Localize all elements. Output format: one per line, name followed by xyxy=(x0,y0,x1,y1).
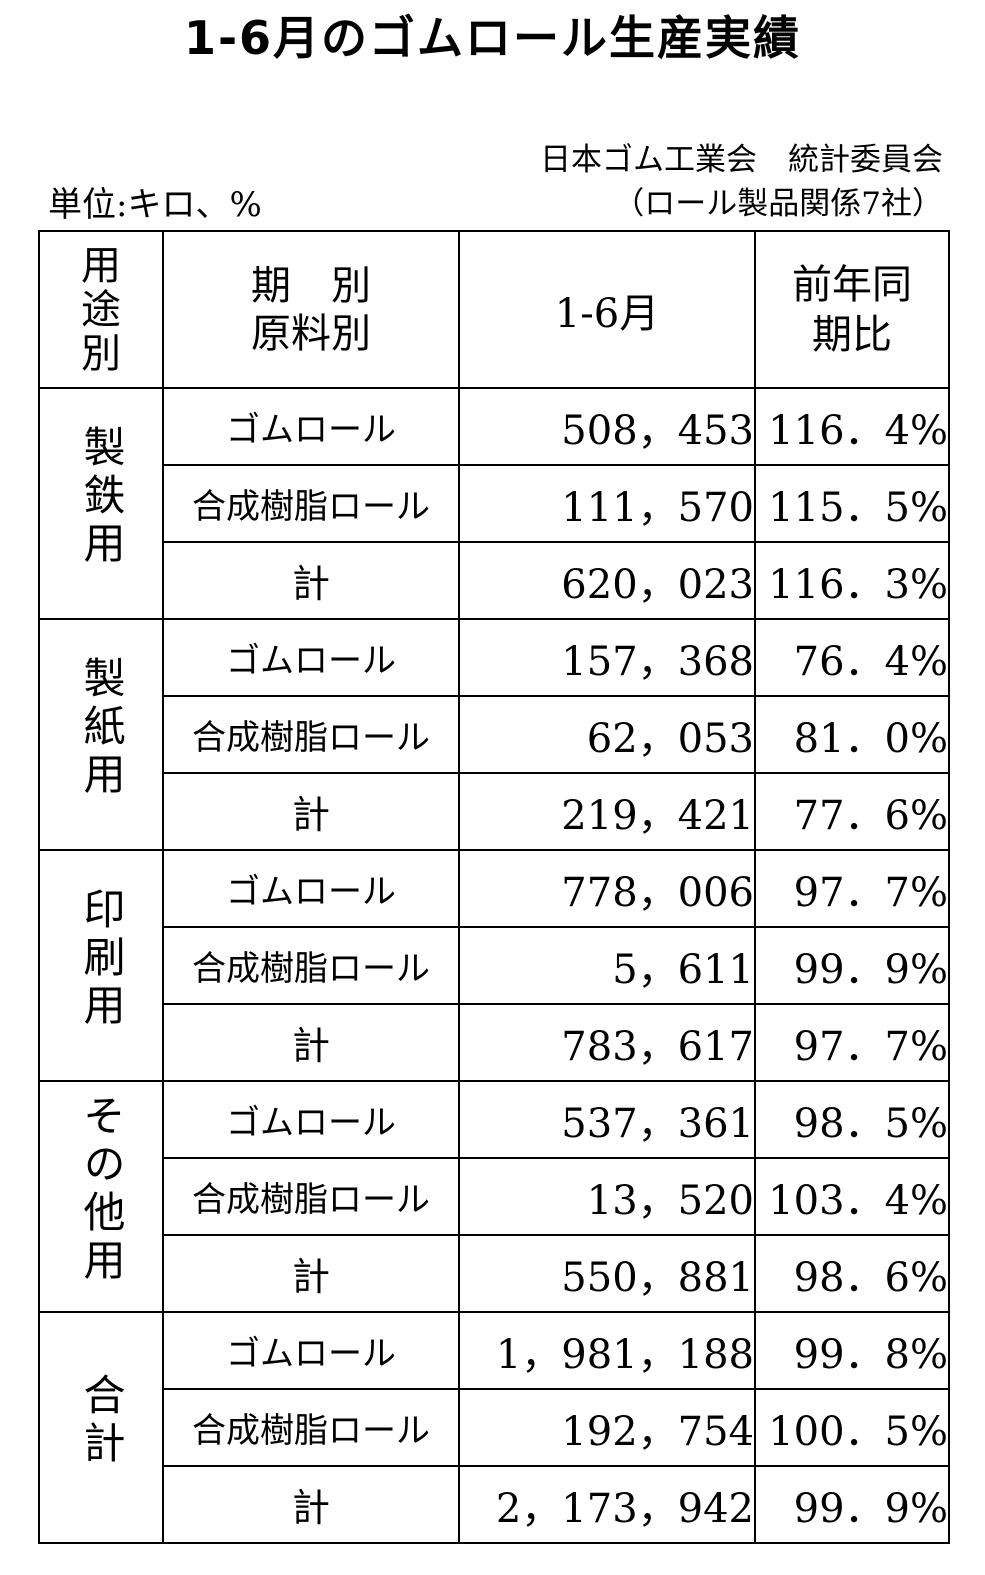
use-category-cell: 製紙用 xyxy=(38,618,164,851)
value-cell: 192，754 xyxy=(458,1388,756,1467)
table-row: 合成樹脂ロール 13，520 103．4% xyxy=(39,1157,950,1236)
ratio-cell: 116．3% xyxy=(754,541,950,620)
value-cell: 111，570 xyxy=(458,464,756,543)
members-note: （ロール製品関係7社） xyxy=(613,186,943,222)
unit-label: 単位:キロ、% xyxy=(48,185,262,225)
material-cell: ゴムロール xyxy=(162,387,460,466)
ratio-cell: 103．4% xyxy=(754,1157,950,1236)
material-cell: 計 xyxy=(162,772,460,851)
ratio-cell: 81．0% xyxy=(754,695,950,774)
material-cell: ゴムロール xyxy=(162,849,460,928)
page-title: 1-6月のゴムロール生産実績 xyxy=(183,11,802,65)
ratio-cell: 97．7% xyxy=(754,1003,950,1082)
table-row: 合成樹脂ロール 111，570 115．5% xyxy=(39,464,950,543)
header-ratio: 前年同 期比 xyxy=(754,230,950,389)
use-category-label: 合計 xyxy=(77,1372,126,1469)
value-cell: 5，611 xyxy=(458,926,756,1005)
table-row: 計 783，617 97．7% xyxy=(39,1003,950,1082)
material-cell: ゴムロール xyxy=(162,1080,460,1159)
header-use: 用 途 別 xyxy=(38,230,164,389)
material-cell: 合成樹脂ロール xyxy=(162,1388,460,1467)
use-category-label: 製鉄用 xyxy=(77,424,126,569)
value-cell: 1，981，188 xyxy=(458,1311,756,1390)
material-cell: 計 xyxy=(162,541,460,620)
table-row: 製紙用 ゴムロール 157，368 76．4% xyxy=(38,618,950,851)
material-cell: ゴムロール xyxy=(162,618,460,697)
ratio-cell: 98．6% xyxy=(754,1234,950,1313)
table-row: 合計 ゴムロール 1，981，188 99．8% xyxy=(38,1311,950,1544)
table-row: 計 219，421 77．6% xyxy=(39,772,950,851)
header-period: 1-6月 xyxy=(458,230,756,389)
value-cell: 157，368 xyxy=(458,618,756,697)
table-row: その他用 ゴムロール 537，361 98．5% xyxy=(38,1080,950,1313)
ratio-cell: 98．5% xyxy=(754,1080,950,1159)
table-row: 計 2，173，942 99．9% xyxy=(39,1465,950,1544)
ratio-cell: 99．9% xyxy=(754,1465,950,1544)
use-category-cell: 製鉄用 xyxy=(38,387,164,620)
value-cell: 508，453 xyxy=(458,387,756,466)
use-category-label: その他用 xyxy=(77,1093,126,1286)
table-row: 合成樹脂ロール 62，053 81．0% xyxy=(39,695,950,774)
material-cell: 合成樹脂ロール xyxy=(162,1157,460,1236)
value-cell: 62，053 xyxy=(458,695,756,774)
production-table: 用 途 別 期 別 原料別 1-6月 前年同 期比 製鉄用 ゴムロール 508，45… xyxy=(38,230,950,1544)
value-cell: 783，617 xyxy=(458,1003,756,1082)
value-cell: 620，023 xyxy=(458,541,756,620)
table-header-row: 用 途 別 期 別 原料別 1-6月 前年同 期比 xyxy=(38,230,950,389)
value-cell: 537，361 xyxy=(458,1080,756,1159)
material-cell: 合成樹脂ロール xyxy=(162,926,460,1005)
table-row: 合成樹脂ロール 5，611 99．9% xyxy=(39,926,950,1005)
ratio-cell: 76．4% xyxy=(754,618,950,697)
ratio-cell: 116．4% xyxy=(754,387,950,466)
ratio-cell: 77．6% xyxy=(754,772,950,851)
ratio-cell: 115．5% xyxy=(754,464,950,543)
value-cell: 2，173，942 xyxy=(458,1465,756,1544)
value-cell: 550，881 xyxy=(458,1234,756,1313)
ratio-cell: 99．8% xyxy=(754,1311,950,1390)
use-category-label: 印刷用 xyxy=(77,886,126,1031)
ratio-cell: 97．7% xyxy=(754,849,950,928)
material-cell: 計 xyxy=(162,1234,460,1313)
material-cell: 計 xyxy=(162,1003,460,1082)
table-body: 製鉄用 ゴムロール 508，453 116．4% 合成樹脂ロール 111，570 115．5… xyxy=(38,387,950,1544)
table-row: 計 620，023 116．3% xyxy=(39,541,950,620)
table-row: 計 550，881 98．6% xyxy=(39,1234,950,1313)
table-row: 印刷用 ゴムロール 778，006 97．7% xyxy=(38,849,950,1082)
use-category-cell: 合計 xyxy=(38,1311,164,1544)
table-row: 合成樹脂ロール 192，754 100．5% xyxy=(39,1388,950,1467)
ratio-cell: 100．5% xyxy=(754,1388,950,1467)
material-cell: 合成樹脂ロール xyxy=(162,695,460,774)
table-row: 製鉄用 ゴムロール 508，453 116．4% xyxy=(38,387,950,620)
organization-label: 日本ゴム工業会 統計委員会 xyxy=(540,142,943,178)
use-category-label: 製紙用 xyxy=(77,655,126,800)
value-cell: 778，006 xyxy=(458,849,756,928)
material-cell: 計 xyxy=(162,1465,460,1544)
material-cell: 合成樹脂ロール xyxy=(162,464,460,543)
use-category-cell: 印刷用 xyxy=(38,849,164,1082)
value-cell: 219，421 xyxy=(458,772,756,851)
material-cell: ゴムロール xyxy=(162,1311,460,1390)
value-cell: 13，520 xyxy=(458,1157,756,1236)
ratio-cell: 99．9% xyxy=(754,926,950,1005)
header-material: 期 別 原料別 xyxy=(162,230,460,389)
use-category-cell: その他用 xyxy=(38,1080,164,1313)
